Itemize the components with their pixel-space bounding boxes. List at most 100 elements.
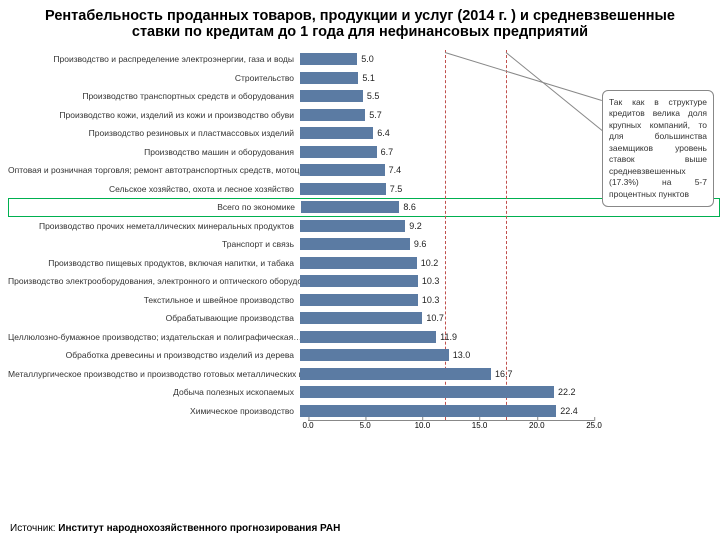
bar-value: 7.5 <box>390 184 403 194</box>
bar <box>300 220 405 232</box>
source-text: Институт народнохозяйственного прогнозир… <box>58 523 340 534</box>
bar-track: 10.3 <box>300 291 586 310</box>
bar-row: Химическое производство 22.4 <box>8 402 720 421</box>
bar-row: Металлургическое производство и производ… <box>8 365 720 384</box>
bar <box>300 294 418 306</box>
bar <box>300 72 358 84</box>
bar-label: Производство и распределение электроэнер… <box>8 54 300 64</box>
chart-title: Рентабельность проданных товаров, продук… <box>0 0 720 44</box>
bar-row: Строительство 5.1 <box>8 69 720 88</box>
bar-row: Целлюлозно-бумажное производство; издате… <box>8 328 720 347</box>
source-prefix: Источник: <box>10 523 58 534</box>
bar-value: 10.2 <box>421 258 439 268</box>
bar-label: Производство машин и оборудования <box>8 147 300 157</box>
bar-value: 6.4 <box>377 128 390 138</box>
bar <box>300 405 556 417</box>
bar-value: 5.5 <box>367 91 380 101</box>
bar-value: 8.6 <box>403 202 416 212</box>
bar <box>301 201 399 213</box>
bar-value: 10.3 <box>422 276 440 286</box>
bar-track: 10.2 <box>300 254 586 273</box>
bar-track: 5.0 <box>300 50 586 69</box>
x-tick: 25.0 <box>586 421 602 430</box>
bar <box>300 349 449 361</box>
bar-track: 7.4 <box>300 161 586 180</box>
bar-label: Производство резиновых и пластмассовых и… <box>8 128 300 138</box>
bar-row: Производство и распределение электроэнер… <box>8 50 720 69</box>
bar-track: 6.7 <box>300 143 586 162</box>
bar <box>300 312 422 324</box>
bar-track: 6.4 <box>300 124 586 143</box>
callout-box: Так как в структуре кредитов велика доля… <box>602 90 714 207</box>
x-axis: 0.05.010.015.020.025.0 <box>308 420 594 434</box>
bar-label: Металлургическое производство и производ… <box>8 369 300 379</box>
bar <box>300 238 410 250</box>
bar-track: 9.2 <box>300 217 586 236</box>
bar-track: 9.6 <box>300 235 586 254</box>
bar-track: 8.6 <box>301 199 587 216</box>
bar-label: Производство пищевых продуктов, включая … <box>8 258 300 268</box>
bar <box>300 109 365 121</box>
bar-label: Химическое производство <box>8 406 300 416</box>
x-tick: 20.0 <box>529 421 545 430</box>
bar-track: 5.7 <box>300 106 586 125</box>
bar <box>300 90 363 102</box>
bar-track: 5.1 <box>300 69 586 88</box>
bar-track: 10.7 <box>300 309 586 328</box>
bar-value: 5.0 <box>361 54 374 64</box>
bar-label: Транспорт и связь <box>8 239 300 249</box>
bar-label: Производство электрооборудования, электр… <box>8 276 300 286</box>
bar-row: Производство электрооборудования, электр… <box>8 272 720 291</box>
bar-row: Текстильное и швейное производство 10.3 <box>8 291 720 310</box>
bar-value: 22.4 <box>560 406 578 416</box>
bar-label: Оптовая и розничная торговля; ремонт авт… <box>8 165 300 175</box>
bar-track: 11.9 <box>300 328 586 347</box>
x-tick: 10.0 <box>415 421 431 430</box>
bar-label: Обработка древесины и производство издел… <box>8 350 300 360</box>
bar-label: Строительство <box>8 73 300 83</box>
x-tick: 5.0 <box>360 421 371 430</box>
x-tick: 0.0 <box>302 421 313 430</box>
bar-track: 22.4 <box>300 402 586 421</box>
bar-track: 13.0 <box>300 346 586 365</box>
bar <box>300 257 417 269</box>
bar-row: Транспорт и связь 9.6 <box>8 235 720 254</box>
bar-value: 10.3 <box>422 295 440 305</box>
bar-label: Производство прочих неметаллических мине… <box>8 221 300 231</box>
bar-track: 5.5 <box>300 87 586 106</box>
bar <box>300 183 386 195</box>
bar-row: Обработка древесины и производство издел… <box>8 346 720 365</box>
bar-label: Всего по экономике <box>9 202 301 212</box>
bar-label: Целлюлозно-бумажное производство; издате… <box>8 332 300 342</box>
bar <box>300 386 554 398</box>
bar-track: 10.3 <box>300 272 586 291</box>
bar-value: 5.1 <box>362 73 375 83</box>
bar-value: 6.7 <box>381 147 394 157</box>
bar-value: 9.6 <box>414 239 427 249</box>
bar-row: Производство прочих неметаллических мине… <box>8 217 720 236</box>
bar <box>300 368 491 380</box>
bar-value: 22.2 <box>558 387 576 397</box>
bar <box>300 275 418 287</box>
bar-value: 10.7 <box>426 313 444 323</box>
bar <box>300 164 385 176</box>
bar-value: 5.7 <box>369 110 382 120</box>
bar-label: Производство транспортных средств и обор… <box>8 91 300 101</box>
bar <box>300 146 377 158</box>
bar-value: 13.0 <box>453 350 471 360</box>
bar-row: Добыча полезных ископаемых 22.2 <box>8 383 720 402</box>
bar-label: Текстильное и швейное производство <box>8 295 300 305</box>
source-line: Источник: Институт народнохозяйственного… <box>10 523 340 534</box>
bar-row: Обрабатывающие производства 10.7 <box>8 309 720 328</box>
bar-row: Производство пищевых продуктов, включая … <box>8 254 720 273</box>
bar-value: 7.4 <box>389 165 402 175</box>
bar-value: 9.2 <box>409 221 422 231</box>
bar-track: 7.5 <box>300 180 586 199</box>
bar-label: Сельское хозяйство, охота и лесное хозяй… <box>8 184 300 194</box>
bar-label: Обрабатывающие производства <box>8 313 300 323</box>
bar-value: 11.9 <box>440 332 457 342</box>
bar-label: Добыча полезных ископаемых <box>8 387 300 397</box>
bar-track: 22.2 <box>300 383 586 402</box>
bar-label: Производство кожи, изделий из кожи и про… <box>8 110 300 120</box>
bar-track: 16.7 <box>300 365 586 384</box>
